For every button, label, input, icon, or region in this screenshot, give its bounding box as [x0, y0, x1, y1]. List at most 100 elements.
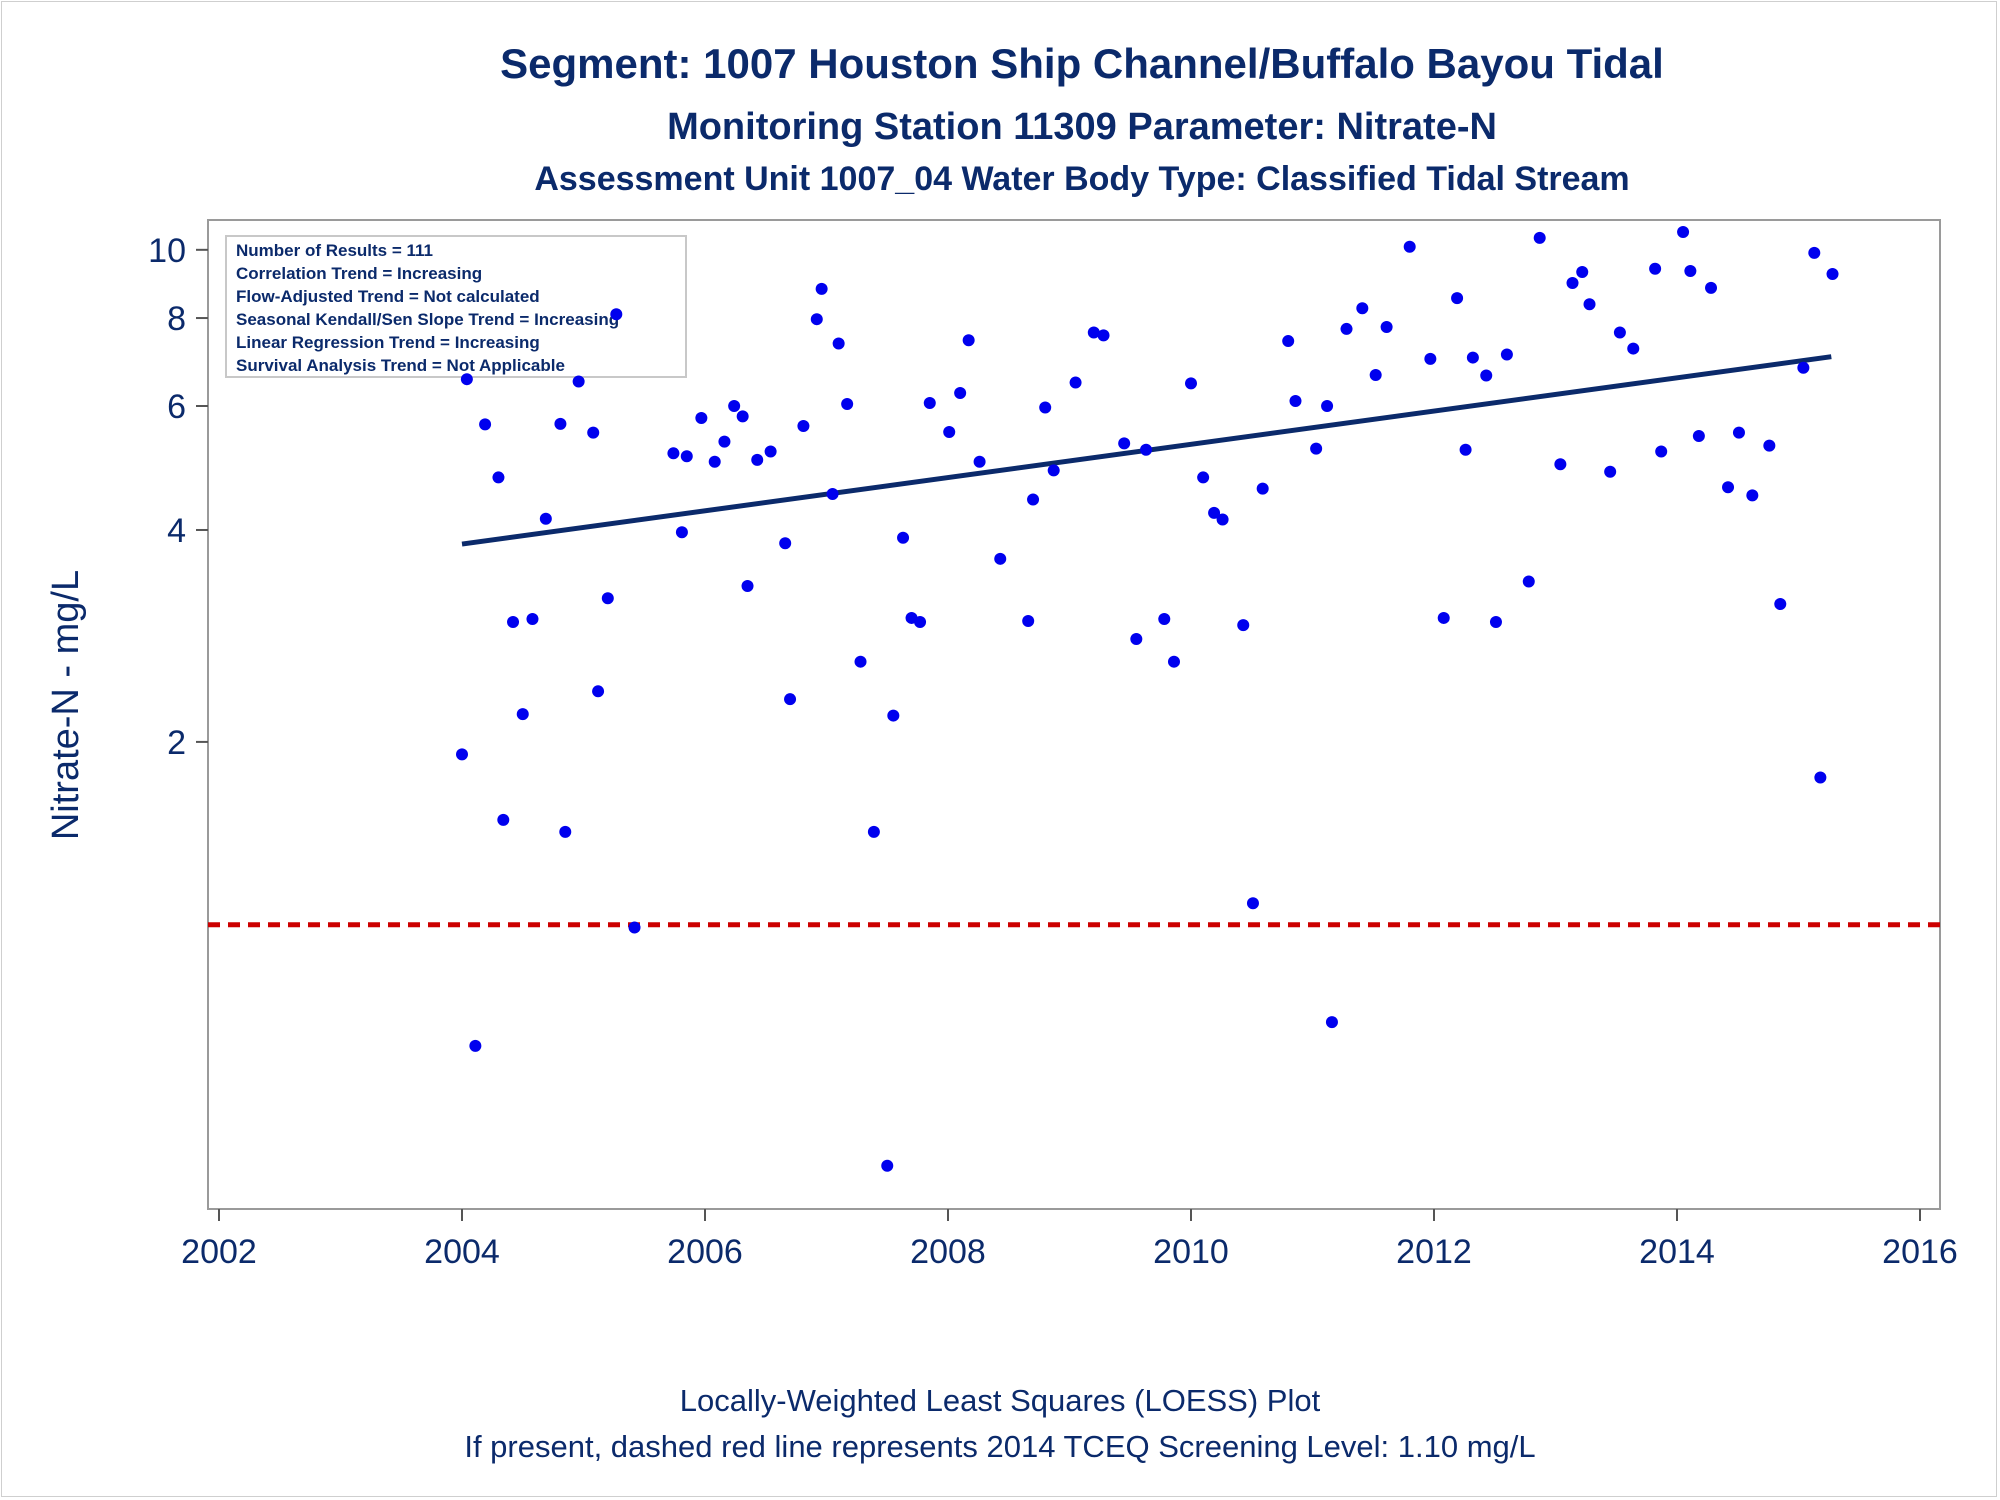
- data-point-5: [497, 813, 510, 826]
- stats-box-border: [225, 235, 687, 378]
- data-point-8: [526, 612, 539, 625]
- data-point-23: [718, 435, 731, 448]
- data-point-28: [764, 445, 777, 458]
- data-point-25: [736, 410, 749, 423]
- data-point-65: [1216, 513, 1229, 526]
- data-point-99: [1684, 265, 1697, 278]
- chart-subtitle-2: Assessment Unit 1007_04 Water Body Type:…: [534, 160, 1629, 198]
- data-point-6: [507, 616, 520, 629]
- stat-flow-adjusted-trend: Flow-Adjusted Trend = Not calculated: [236, 287, 540, 306]
- data-point-18: [667, 447, 680, 460]
- data-point-63: [1197, 471, 1210, 484]
- data-point-1: [460, 373, 473, 386]
- data-point-59: [1140, 443, 1153, 456]
- data-point-41: [897, 531, 910, 544]
- footnote-loess: Locally-Weighted Least Squares (LOESS) P…: [679, 1383, 1321, 1418]
- data-point-87: [1522, 575, 1535, 588]
- data-point-73: [1325, 1016, 1338, 1029]
- data-point-68: [1256, 482, 1269, 495]
- data-point-110: [1826, 267, 1839, 280]
- data-point-83: [1466, 351, 1479, 364]
- data-point-30: [784, 693, 797, 706]
- data-point-49: [994, 552, 1007, 565]
- data-point-43: [914, 616, 927, 629]
- data-point-70: [1289, 394, 1302, 407]
- plot-area: [207, 219, 1941, 1210]
- data-points: [456, 226, 1839, 1172]
- x-tick-label-2002: 2002: [181, 1233, 257, 1271]
- data-point-12: [572, 375, 585, 388]
- stat-survival-analysis-trend: Survival Analysis Trend = Not Applicable: [236, 356, 565, 375]
- data-point-58: [1130, 633, 1143, 646]
- data-point-81: [1451, 292, 1464, 305]
- data-point-27: [751, 453, 764, 466]
- data-point-51: [1027, 493, 1040, 506]
- y-tick-label-6: 6: [167, 388, 186, 426]
- data-point-52: [1039, 401, 1052, 414]
- data-point-47: [962, 334, 975, 347]
- x-tick-label-2014: 2014: [1639, 1233, 1715, 1271]
- data-point-88: [1533, 231, 1546, 244]
- data-point-13: [587, 426, 600, 439]
- data-point-45: [943, 426, 956, 439]
- data-point-38: [867, 825, 880, 838]
- y-axis: 2 4 6 8 10: [148, 232, 208, 762]
- data-point-82: [1459, 443, 1472, 456]
- data-point-108: [1808, 246, 1821, 259]
- data-point-40: [887, 709, 900, 722]
- data-point-10: [554, 417, 567, 430]
- data-point-24: [728, 400, 741, 413]
- data-point-26: [741, 580, 754, 593]
- data-point-66: [1237, 619, 1250, 632]
- data-point-62: [1185, 377, 1197, 390]
- data-point-39: [881, 1159, 894, 1172]
- data-point-22: [708, 455, 721, 468]
- data-point-103: [1732, 426, 1745, 439]
- data-point-89: [1554, 458, 1567, 471]
- chart-title: Segment: 1007 Houston Ship Channel/Buffa…: [500, 40, 1664, 87]
- data-point-100: [1692, 429, 1705, 442]
- data-point-53: [1047, 464, 1060, 477]
- x-tick-label-2012: 2012: [1396, 1233, 1472, 1271]
- data-point-69: [1282, 335, 1295, 348]
- y-tick-label-10: 10: [148, 232, 186, 270]
- data-point-84: [1480, 369, 1493, 382]
- stat-linear-regression-trend: Linear Regression Trend = Increasing: [236, 333, 540, 352]
- y-tick-label-2: 2: [167, 724, 186, 762]
- chart-subtitle: Monitoring Station 11309 Parameter: Nitr…: [667, 106, 1497, 148]
- x-tick-label-2010: 2010: [1153, 1233, 1229, 1271]
- data-point-0: [456, 748, 468, 761]
- data-point-80: [1437, 611, 1450, 624]
- data-point-72: [1321, 400, 1334, 413]
- data-point-3: [479, 418, 492, 431]
- data-point-96: [1649, 262, 1662, 275]
- data-point-77: [1380, 320, 1393, 333]
- data-point-55: [1087, 326, 1100, 339]
- data-point-29: [779, 537, 792, 550]
- data-point-94: [1613, 326, 1626, 339]
- data-point-54: [1069, 376, 1082, 389]
- data-point-46: [954, 387, 967, 400]
- data-point-31: [797, 420, 810, 433]
- data-point-57: [1118, 437, 1131, 450]
- data-point-102: [1722, 481, 1735, 494]
- data-point-85: [1489, 616, 1502, 629]
- data-point-16: [610, 308, 623, 321]
- data-point-86: [1500, 348, 1513, 361]
- stat-seasonal-kendall-trend: Seasonal Kendall/Sen Slope Trend = Incre…: [236, 310, 619, 329]
- data-point-60: [1158, 612, 1171, 625]
- data-point-4: [492, 471, 505, 484]
- stat-correlation-trend: Correlation Trend = Increasing: [236, 264, 482, 283]
- data-point-90: [1566, 277, 1579, 290]
- data-point-33: [815, 282, 828, 295]
- data-point-11: [559, 825, 572, 838]
- data-point-79: [1424, 352, 1437, 365]
- data-point-107: [1797, 361, 1810, 374]
- data-point-71: [1310, 442, 1323, 455]
- data-point-104: [1746, 489, 1759, 502]
- stat-number-of-results: Number of Results = 111: [236, 241, 433, 260]
- x-tick-label-2016: 2016: [1882, 1233, 1958, 1271]
- x-tick-label-2006: 2006: [667, 1233, 743, 1271]
- data-point-37: [854, 655, 867, 668]
